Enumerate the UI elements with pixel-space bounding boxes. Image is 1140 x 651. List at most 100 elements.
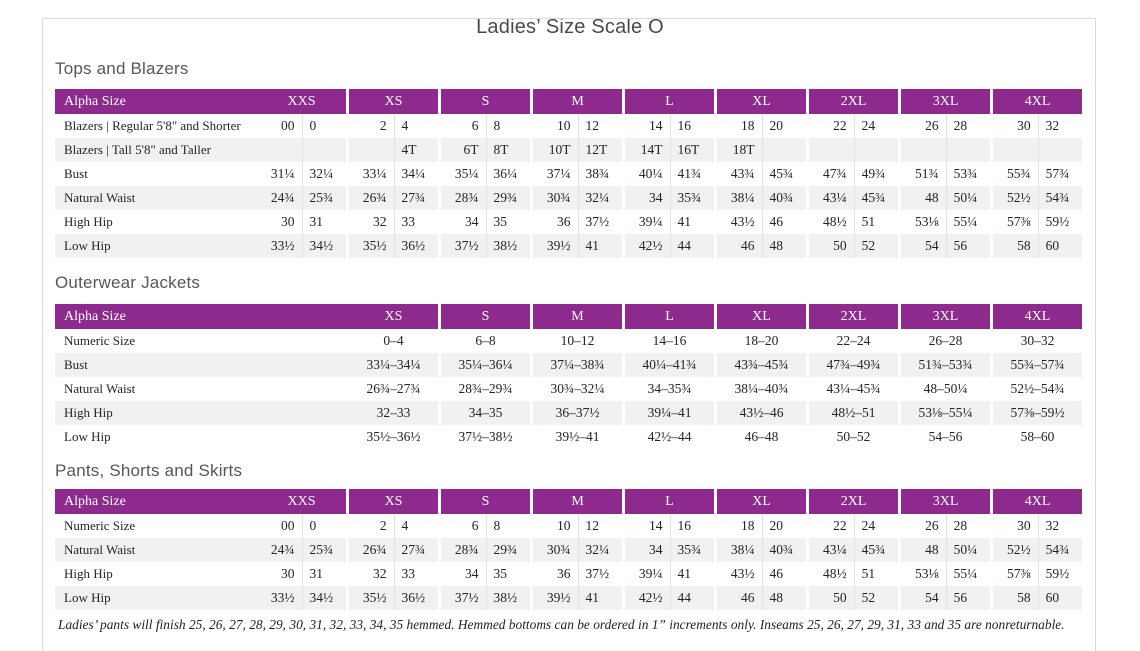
table-row: High Hip 30 31 32 33 34 35 36 37½ 39¼ 41 43½ 46 48½ 51… — [55, 562, 1086, 586]
size-value-cell: 32 — [349, 562, 395, 586]
column-spacer — [438, 186, 442, 210]
column-spacer — [530, 329, 533, 353]
column-spacer — [346, 234, 350, 258]
column-spacer — [990, 89, 994, 114]
size-column-header: 2XL — [809, 89, 899, 114]
column-spacer — [1082, 304, 1085, 329]
size-value-cell: 43¼ — [809, 186, 855, 210]
column-spacer — [990, 562, 994, 586]
size-value-cell: 55¼ — [953, 214, 978, 229]
size-column-header: S — [441, 89, 531, 114]
size-value-cell: 53⅛ — [901, 210, 947, 234]
column-spacer — [438, 489, 442, 514]
size-value-cell: 12 — [585, 118, 600, 133]
column-spacer — [622, 353, 625, 377]
size-value-cell — [901, 138, 947, 162]
size-column-header: M — [533, 489, 623, 514]
size-value-cell: 34–35¾ — [647, 381, 692, 396]
section-tops-and-blazers: Tops and Blazers Alpha Size XXS XS S M L XL 2XL… — [0, 58, 1140, 258]
size-value-cell: 56 — [946, 586, 991, 610]
size-value-cell: 48½ — [809, 210, 855, 234]
column-spacer — [346, 538, 350, 562]
column-spacer — [438, 538, 442, 562]
size-value-cell: 36½ — [394, 586, 439, 610]
size-value-cell: 51 — [861, 214, 876, 229]
size-value-cell: 39¼–41 — [625, 401, 714, 425]
size-value-cell: 4T — [394, 138, 439, 162]
size-value-cell: 40¾ — [762, 538, 807, 562]
column-spacer — [990, 353, 993, 377]
column-spacer — [714, 425, 717, 449]
size-column-header: S — [441, 489, 531, 514]
column-spacer — [530, 586, 534, 610]
size-value-cell: 57⅜ — [993, 210, 1039, 234]
column-spacer — [1082, 329, 1085, 353]
size-value-cell: 18T — [717, 138, 763, 162]
size-value-cell: 34½ — [302, 586, 347, 610]
column-spacer — [438, 138, 442, 162]
column-spacer — [438, 89, 442, 114]
size-value-cell: 8 — [493, 518, 501, 533]
column-spacer — [1082, 489, 1086, 514]
size-value-cell: 24¾ — [257, 538, 303, 562]
column-spacer — [714, 538, 718, 562]
column-spacer — [530, 162, 534, 186]
size-value-cell: 28¾ — [441, 186, 487, 210]
column-spacer — [622, 186, 626, 210]
size-value-cell: 32¼ — [578, 538, 623, 562]
size-value-cell: 37½ — [441, 234, 487, 258]
column-spacer — [990, 586, 994, 610]
size-value-cell: 50 — [809, 234, 855, 258]
column-spacer — [1082, 210, 1086, 234]
size-column-header: 3XL — [901, 489, 991, 514]
size-value-cell: 0 — [309, 518, 317, 533]
column-spacer — [990, 114, 994, 138]
size-value-cell — [302, 138, 347, 162]
size-value-cell: 00 — [257, 514, 303, 538]
column-spacer — [898, 210, 902, 234]
size-value-cell: 25¾ — [302, 186, 347, 210]
column-spacer — [622, 138, 626, 162]
size-value-cell: 25¾ — [302, 538, 347, 562]
column-spacer — [714, 89, 718, 114]
size-value-cell: 6–8 — [475, 333, 496, 348]
section-heading-pants-shorts-skirts: Pants, Shorts and Skirts — [55, 461, 243, 480]
column-spacer — [714, 489, 718, 514]
size-value-cell: 53¾ — [953, 166, 978, 181]
size-value-cell: 46 — [717, 234, 763, 258]
size-value-cell: 38¼–40¾ — [734, 381, 789, 396]
column-spacer — [622, 210, 626, 234]
size-value-cell: 24¾ — [257, 186, 303, 210]
column-spacer — [806, 304, 809, 329]
size-value-cell: 18 — [717, 514, 763, 538]
size-value-cell: 38¾ — [585, 166, 610, 181]
column-spacer — [806, 138, 810, 162]
size-value-cell: 30 — [257, 562, 303, 586]
table-row: Low Hip 33½ 34½ 35½ 36½ 37½ 38½ 39½ 41 42½ 44 46 48 5… — [55, 234, 1086, 258]
size-value-cell: 37½ — [441, 586, 487, 610]
row-label-cell: Blazers | Regular 5'8" and Shorter — [64, 118, 241, 133]
size-value-cell: 57¾ — [1045, 166, 1070, 181]
column-spacer — [714, 329, 717, 353]
column-spacer — [530, 186, 534, 210]
column-spacer — [990, 514, 994, 538]
size-value-cell: 51¾–53¾ — [901, 353, 990, 377]
table-row: Blazers | Regular 5'8" and Shorter 00 0 2 4 6… — [55, 114, 1086, 138]
size-value-cell: 36–37½ — [533, 401, 622, 425]
size-value-cell: 41 — [677, 214, 692, 229]
size-value-cell: 37¼–38¾ — [533, 353, 622, 377]
column-spacer — [1082, 425, 1085, 449]
size-value-cell: 14 — [625, 514, 671, 538]
column-spacer — [622, 401, 625, 425]
size-value-cell: 42½ — [625, 234, 671, 258]
size-value-cell: 00 — [257, 114, 303, 138]
column-spacer — [530, 514, 534, 538]
size-value-cell: 57⅜–59½ — [993, 401, 1082, 425]
column-spacer — [714, 514, 718, 538]
column-spacer — [898, 89, 902, 114]
size-table-tops-and-blazers: Alpha Size XXS XS S M L XL 2XL 3XL 4XL Blazers | R… — [55, 89, 1086, 258]
column-spacer — [898, 514, 902, 538]
size-value-cell: 35 — [493, 566, 508, 581]
column-spacer — [714, 401, 717, 425]
size-value-cell: 28¾–29¾ — [458, 381, 513, 396]
